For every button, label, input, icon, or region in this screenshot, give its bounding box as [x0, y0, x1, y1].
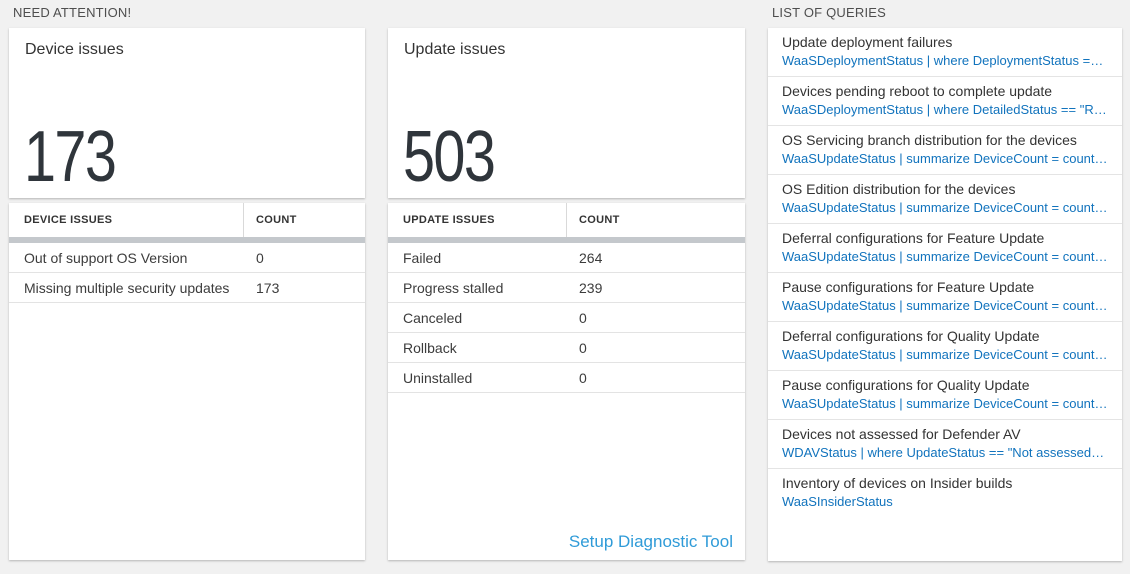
query-list-item[interactable]: Pause configurations for Quality Update …: [768, 371, 1122, 420]
query-text: WaaSUpdateStatus | summarize DeviceCount…: [782, 298, 1108, 313]
count-column-header: COUNT: [566, 203, 745, 237]
query-text: WaaSUpdateStatus | summarize DeviceCount…: [782, 347, 1108, 362]
query-list-item[interactable]: Deferral configurations for Quality Upda…: [768, 322, 1122, 371]
update-issues-table: UPDATE ISSUES COUNT Failed 264 Progress …: [388, 203, 745, 560]
table-row[interactable]: Uninstalled 0: [388, 363, 745, 393]
issue-count: 0: [579, 309, 587, 326]
query-text: WaaSInsiderStatus: [782, 494, 893, 509]
query-title: Deferral configurations for Quality Upda…: [782, 328, 1040, 344]
query-title: Devices not assessed for Defender AV: [782, 426, 1021, 442]
issue-label: Progress stalled: [403, 279, 504, 296]
table-row[interactable]: Canceled 0: [388, 303, 745, 333]
issue-label: Uninstalled: [403, 369, 473, 386]
query-list-item[interactable]: OS Servicing branch distribution for the…: [768, 126, 1122, 175]
device-issues-title: Device issues: [25, 41, 124, 58]
query-list-item[interactable]: Inventory of devices on Insider builds W…: [768, 469, 1122, 517]
list-of-queries-heading: LIST OF QUERIES: [772, 5, 887, 20]
issue-label: Failed: [403, 249, 442, 266]
device-issues-column-header: DEVICE ISSUES: [24, 214, 113, 226]
issue-count: 0: [256, 249, 264, 266]
query-list-item[interactable]: Pause configurations for Feature Update …: [768, 273, 1122, 322]
update-table-header: UPDATE ISSUES COUNT: [388, 203, 745, 237]
query-list-item[interactable]: Update deployment failures WaaSDeploymen…: [768, 28, 1122, 77]
query-list-item[interactable]: Deferral configurations for Feature Upda…: [768, 224, 1122, 273]
query-title: Devices pending reboot to complete updat…: [782, 83, 1053, 99]
query-text: WaaSUpdateStatus | summarize DeviceCount…: [782, 151, 1108, 166]
device-issues-table: DEVICE ISSUES COUNT Out of support OS Ve…: [9, 203, 365, 560]
query-text: WaaSDeploymentStatus | where DeploymentS…: [782, 53, 1108, 68]
update-issues-count: 503: [403, 117, 496, 197]
query-list-item[interactable]: OS Edition distribution for the devices …: [768, 175, 1122, 224]
need-attention-heading: NEED ATTENTION!: [13, 5, 132, 20]
issue-count: 173: [256, 279, 280, 296]
query-text: WaaSDeploymentStatus | where DetailedSta…: [782, 102, 1108, 117]
table-row[interactable]: Failed 264: [388, 243, 745, 273]
issue-count: 264: [579, 249, 603, 266]
table-header-divider: [388, 237, 745, 243]
issue-count: 0: [579, 369, 587, 386]
table-header-divider: [9, 237, 365, 243]
query-list: Update deployment failures WaaSDeploymen…: [768, 28, 1122, 561]
table-row[interactable]: Missing multiple security updates 173: [9, 273, 365, 303]
table-row[interactable]: Progress stalled 239: [388, 273, 745, 303]
query-title: Update deployment failures: [782, 34, 953, 50]
issue-label: Missing multiple security updates: [24, 279, 230, 296]
device-issues-count: 173: [24, 117, 117, 197]
query-title: Inventory of devices on Insider builds: [782, 475, 1013, 491]
query-list-item[interactable]: Devices not assessed for Defender AV WDA…: [768, 420, 1122, 469]
query-title: Pause configurations for Feature Update: [782, 279, 1035, 295]
update-issues-title: Update issues: [404, 41, 506, 58]
table-row[interactable]: Out of support OS Version 0: [9, 243, 365, 273]
table-row[interactable]: Rollback 0: [388, 333, 745, 363]
query-title: Deferral configurations for Feature Upda…: [782, 230, 1045, 246]
query-title: OS Edition distribution for the devices: [782, 181, 1016, 197]
issue-label: Canceled: [403, 309, 463, 326]
issue-label: Out of support OS Version: [24, 249, 188, 266]
device-issues-tile[interactable]: Device issues 173: [9, 28, 365, 198]
query-title: Pause configurations for Quality Update: [782, 377, 1030, 393]
query-text: WaaSUpdateStatus | summarize DeviceCount…: [782, 200, 1108, 215]
issue-label: Rollback: [403, 339, 457, 356]
issue-count: 0: [579, 339, 587, 356]
setup-diagnostic-tool-link[interactable]: Setup Diagnostic Tool: [568, 532, 733, 551]
query-title: OS Servicing branch distribution for the…: [782, 132, 1077, 148]
count-column-header: COUNT: [243, 203, 365, 237]
issue-count: 239: [579, 279, 603, 296]
query-text: WaaSUpdateStatus | summarize DeviceCount…: [782, 396, 1108, 411]
query-list-item[interactable]: Devices pending reboot to complete updat…: [768, 77, 1122, 126]
query-text: WaaSUpdateStatus | summarize DeviceCount…: [782, 249, 1108, 264]
update-issues-column-header: UPDATE ISSUES: [403, 214, 495, 226]
query-text: WDAVStatus | where UpdateStatus == "Not …: [782, 445, 1108, 460]
device-table-header: DEVICE ISSUES COUNT: [9, 203, 365, 237]
update-issues-tile[interactable]: Update issues 503: [388, 28, 745, 198]
